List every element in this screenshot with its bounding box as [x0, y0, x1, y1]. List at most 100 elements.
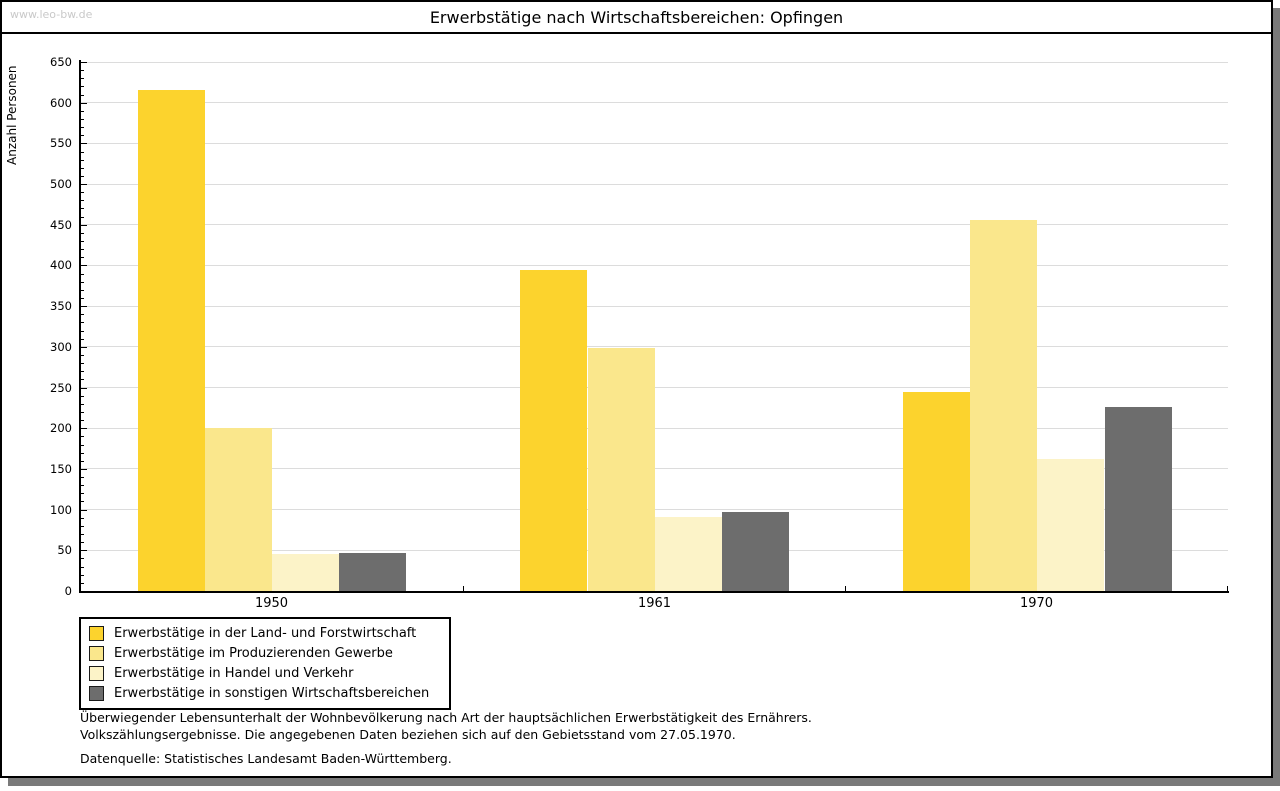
legend-label: Erwerbstätige im Produzierenden Gewerbe: [114, 645, 393, 661]
y-axis-major-tick: [80, 306, 87, 307]
legend-label: Erwerbstätige in sonstigen Wirtschaftsbe…: [114, 685, 430, 701]
footnote-line: Überwiegender Lebensunterhalt der Wohnbe…: [80, 710, 812, 725]
y-axis-major-tick: [80, 469, 87, 470]
y-axis-major-tick: [80, 550, 87, 551]
bar: [722, 512, 789, 591]
y-axis-tick-label: 500: [50, 177, 72, 191]
bar: [272, 554, 339, 591]
y-axis-minor-tick: [80, 567, 84, 568]
legend-label: Erwerbstätige in Handel und Verkehr: [114, 665, 354, 681]
y-axis-minor-tick: [80, 217, 84, 218]
watermark: www.leo-bw.de: [10, 8, 93, 21]
x-category-label: 1961: [637, 596, 672, 611]
y-axis-minor-tick: [80, 363, 84, 364]
y-axis-minor-tick: [80, 355, 84, 356]
y-axis-minor-tick: [80, 282, 84, 283]
gridline: [81, 305, 1228, 307]
y-axis-minor-tick: [80, 404, 84, 405]
x-category-label: 1970: [1019, 596, 1054, 611]
footnote-text: Überwiegender Lebensunterhalt der Wohnbe…: [80, 709, 812, 743]
y-axis-major-tick: [80, 225, 87, 226]
y-axis-minor-tick: [80, 290, 84, 291]
y-axis-tick-label: 100: [50, 503, 72, 517]
y-axis-tick-label: 350: [50, 299, 72, 313]
y-axis-minor-tick: [80, 176, 84, 177]
y-axis-minor-tick: [80, 274, 84, 275]
legend-row: Erwerbstätige in der Land- und Forstwirt…: [81, 623, 449, 643]
legend-swatch: [89, 685, 104, 701]
source-text: Datenquelle: Statistisches Landesamt Bad…: [80, 751, 452, 766]
y-axis-minor-tick: [80, 249, 84, 250]
y-axis-minor-tick: [80, 95, 84, 96]
y-axis-minor-tick: [80, 493, 84, 494]
y-axis-title: Anzahl Personen: [5, 65, 19, 165]
bar: [138, 90, 205, 591]
bar: [520, 270, 587, 591]
y-axis-minor-tick: [80, 152, 84, 153]
legend-row: Erwerbstätige in sonstigen Wirtschaftsbe…: [81, 683, 449, 703]
chart-title: Erwerbstätige nach Wirtschaftsbereichen:…: [429, 7, 844, 27]
footnote-line: Volkszählungsergebnisse. Die angegebenen…: [80, 727, 736, 742]
x-axis-tick: [463, 586, 464, 591]
y-axis-minor-tick: [80, 412, 84, 413]
y-axis-minor-tick: [80, 436, 84, 437]
y-axis-tick-label: 200: [50, 421, 72, 435]
legend: Erwerbstätige in der Land- und Forstwirt…: [79, 617, 451, 710]
bar: [1105, 407, 1172, 591]
y-axis-minor-tick: [80, 127, 84, 128]
bar: [655, 517, 722, 591]
gridline: [81, 264, 1228, 266]
y-axis-minor-tick: [80, 379, 84, 380]
y-axis-tick-label: 0: [64, 584, 72, 598]
legend-row: Erwerbstätige im Produzierenden Gewerbe: [81, 643, 449, 663]
chart-frame: Erwerbstätige nach Wirtschaftsbereichen:…: [0, 0, 1273, 778]
gridline: [81, 142, 1228, 144]
y-axis-minor-tick: [80, 558, 84, 559]
legend-label: Erwerbstätige in der Land- und Forstwirt…: [114, 625, 417, 641]
y-axis-major-tick: [80, 62, 87, 63]
y-axis-tick-label: 50: [57, 543, 72, 557]
y-axis-minor-tick: [80, 371, 84, 372]
y-axis-minor-tick: [80, 485, 84, 486]
y-axis-major-tick: [80, 428, 87, 429]
bar: [1037, 459, 1104, 591]
y-axis-major-tick: [80, 510, 87, 511]
y-axis-minor-tick: [80, 111, 84, 112]
y-axis-minor-tick: [80, 534, 84, 535]
y-axis-minor-tick: [80, 78, 84, 79]
y-axis-minor-tick: [80, 298, 84, 299]
y-axis-minor-tick: [80, 160, 84, 161]
y-axis-minor-tick: [80, 461, 84, 462]
gridline: [81, 224, 1228, 226]
bar: [205, 428, 272, 591]
y-axis-minor-tick: [80, 233, 84, 234]
y-axis-major-tick: [80, 143, 87, 144]
y-axis-minor-tick: [80, 241, 84, 242]
y-axis-minor-tick: [80, 477, 84, 478]
y-axis-minor-tick: [80, 526, 84, 527]
y-axis-minor-tick: [80, 119, 84, 120]
y-axis-minor-tick: [80, 396, 84, 397]
gridline: [81, 183, 1228, 185]
y-axis-major-tick: [80, 388, 87, 389]
x-axis-tick: [1227, 586, 1228, 591]
y-axis-minor-tick: [80, 583, 84, 584]
y-axis-minor-tick: [80, 86, 84, 87]
gridline: [81, 61, 1228, 63]
y-axis-minor-tick: [80, 257, 84, 258]
x-axis-line: [79, 591, 1229, 593]
y-axis-minor-tick: [80, 501, 84, 502]
y-axis-major-tick: [80, 265, 87, 266]
bar: [339, 553, 406, 591]
y-axis-line: [79, 60, 81, 591]
legend-row: Erwerbstätige in Handel und Verkehr: [81, 663, 449, 683]
y-axis-minor-tick: [80, 331, 84, 332]
y-axis-minor-tick: [80, 575, 84, 576]
y-axis-tick-label: 150: [50, 462, 72, 476]
y-axis-minor-tick: [80, 420, 84, 421]
y-axis-minor-tick: [80, 208, 84, 209]
y-axis-major-tick: [80, 347, 87, 348]
title-bar: Erwerbstätige nach Wirtschaftsbereichen:…: [2, 2, 1271, 34]
x-axis-tick: [845, 586, 846, 591]
y-axis-tick-label: 650: [50, 55, 72, 69]
